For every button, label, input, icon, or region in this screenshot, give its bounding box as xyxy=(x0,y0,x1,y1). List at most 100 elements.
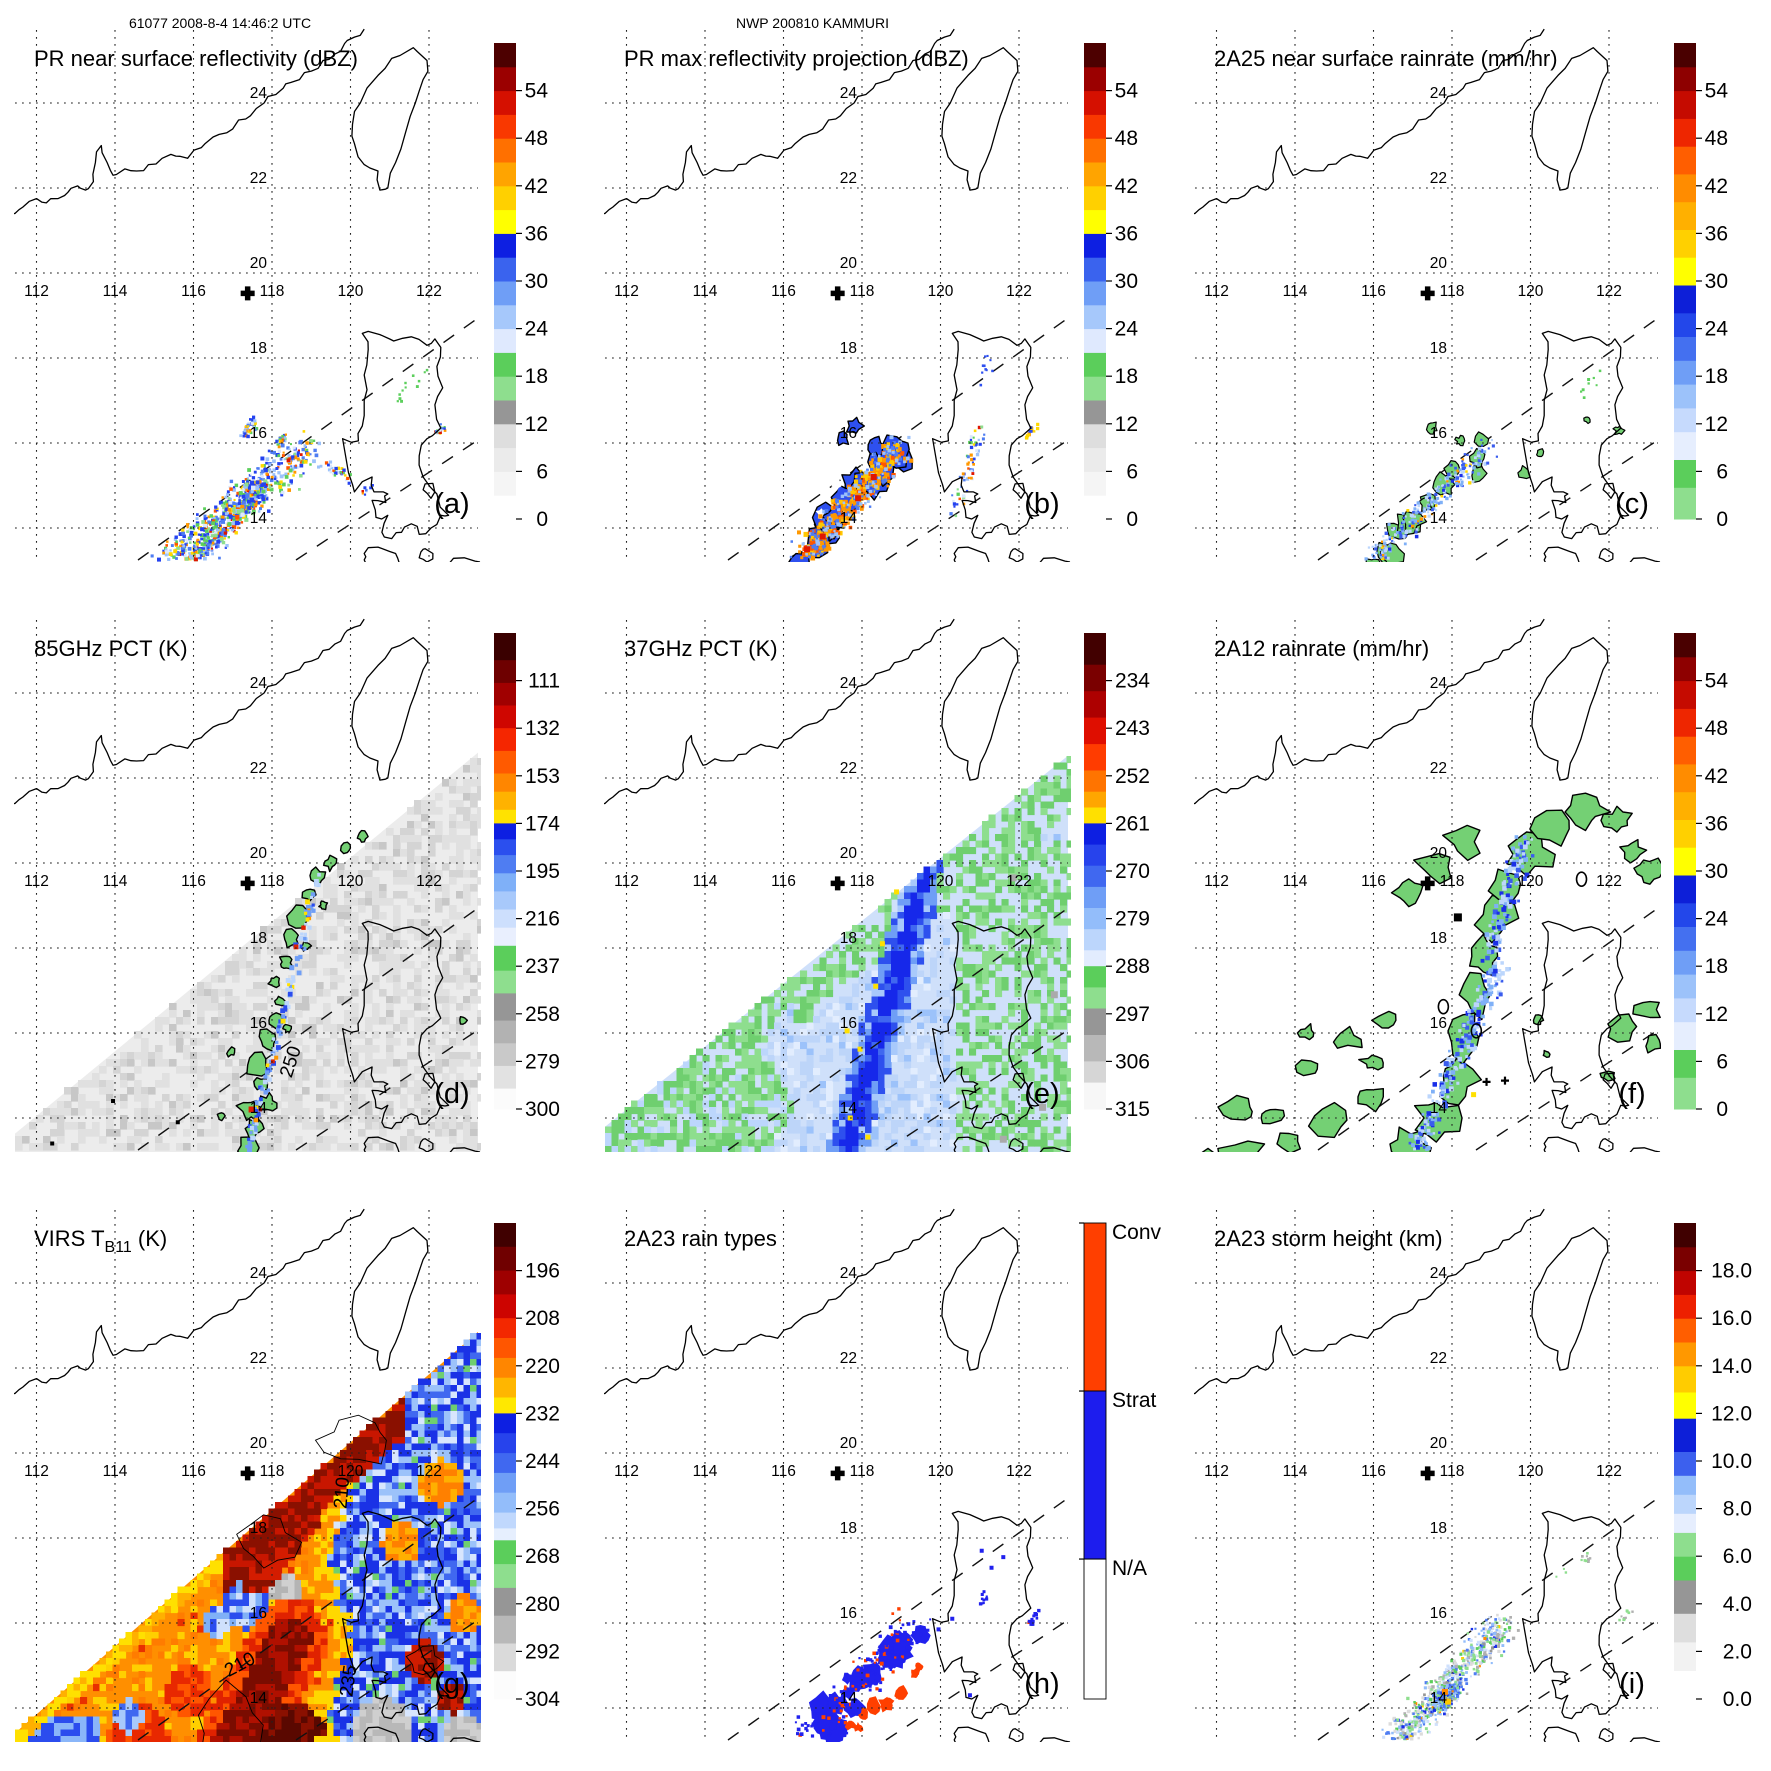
colorbar-tick-label: 270 xyxy=(1115,860,1150,883)
lon-label: 122 xyxy=(416,873,442,890)
lon-label: 120 xyxy=(338,1463,364,1480)
lon-label: 114 xyxy=(1283,873,1308,890)
colorbar-tick-label: 42 xyxy=(1705,765,1728,788)
lon-label: 116 xyxy=(771,1463,796,1480)
lat-label: 20 xyxy=(1430,845,1448,862)
coastlines-h xyxy=(604,1208,1071,1742)
panel-letter-b: (b) xyxy=(1024,488,1059,520)
storm-center-marker xyxy=(240,286,255,301)
colorbar-category-label: Strat xyxy=(1112,1389,1157,1412)
lon-label: 112 xyxy=(614,873,639,890)
colorbar-tick-label: 0 xyxy=(536,508,548,531)
colorbar-tick-label: 36 xyxy=(1115,222,1138,245)
contour-label: 210 xyxy=(330,1476,354,1509)
panel-c: 112 114 116 118 120 122 24 22 20 18 16 14 54 48 42 36 30… xyxy=(1180,0,1771,591)
colorbar-tick-label: 315 xyxy=(1115,1098,1150,1121)
lon-label: 116 xyxy=(1361,1463,1386,1480)
colorbar-a: 54 48 42 36 30 24 18 12 6 0 xyxy=(494,43,548,531)
lon-label: 118 xyxy=(850,283,875,300)
colorbar-tick-label: 0 xyxy=(1126,508,1138,531)
panel-letter-c: (c) xyxy=(1615,488,1649,520)
lat-label: 14 xyxy=(250,1100,268,1117)
lon-label: 114 xyxy=(693,1463,718,1480)
lon-label: 118 xyxy=(850,1463,875,1480)
lon-label: 120 xyxy=(928,873,954,890)
lat-label: 14 xyxy=(840,1690,858,1707)
panel-title-i: 2A23 storm height (km) xyxy=(1214,1226,1443,1251)
map-panel-a: 112 114 116 118 120 1222422201816145448423630… xyxy=(14,28,548,562)
swath-edge-lines xyxy=(1317,1497,1659,1741)
lon-label: 116 xyxy=(1361,873,1386,890)
lat-label: 20 xyxy=(840,845,858,862)
lat-label: 22 xyxy=(250,170,267,187)
axis-labels-f: 112 114 116 118 120 122 24 22 20 18 16 14 xyxy=(1204,675,1622,1117)
lat-label: 14 xyxy=(840,510,858,527)
gridlines-g xyxy=(15,1210,478,1740)
lat-label: 22 xyxy=(250,1350,267,1367)
lon-label: 112 xyxy=(1204,1463,1229,1480)
colorbar-tick-label: 24 xyxy=(1705,908,1729,931)
coastlines-e xyxy=(604,618,1071,1152)
lat-label: 18 xyxy=(1430,340,1447,357)
data-field-i xyxy=(1317,1497,1659,1741)
colorbar-d: 111 132 153 174 195 216 237 258 279 300 xyxy=(494,633,560,1121)
lat-label: 22 xyxy=(840,760,857,777)
panel-b: 112 114 116 118 120 122 24 22 20 18 16 14 54 48 42 36 30… xyxy=(590,0,1181,591)
colorbar-tick-label: 6.0 xyxy=(1723,1545,1752,1568)
lon-label: 114 xyxy=(1283,283,1308,300)
colorbar-tick-label: 111 xyxy=(528,670,560,693)
storm-center-marker xyxy=(830,286,845,301)
data-field-e xyxy=(605,755,1071,1152)
colorbar-tick-label: 6 xyxy=(1716,460,1728,483)
panel-letter-h: (h) xyxy=(1024,1668,1059,1700)
lon-label: 114 xyxy=(1283,1463,1308,1480)
panel-letter-f: (f) xyxy=(1618,1078,1645,1110)
colorbar-tick-label: 6 xyxy=(536,460,548,483)
colorbar-tick-label: 195 xyxy=(525,860,560,883)
colorbar-tick-label: 12 xyxy=(1705,413,1728,436)
colorbar-tick-label: 243 xyxy=(1115,717,1150,740)
panel-title-d: 85GHz PCT (K) xyxy=(34,636,188,661)
colorbar-tick-label: 268 xyxy=(525,1545,560,1568)
colorbar-tick-label: 12 xyxy=(1705,1003,1728,1026)
lon-label: 112 xyxy=(1204,283,1229,300)
lon-label: 118 xyxy=(260,283,285,300)
coastlines-c xyxy=(1194,28,1661,562)
lon-label: 118 xyxy=(260,873,285,890)
storm-center-marker xyxy=(240,876,255,891)
lat-label: 20 xyxy=(250,255,268,272)
gridlines-b xyxy=(605,30,1068,560)
colorbar-tick-label: 18 xyxy=(1705,955,1728,978)
lon-label: 116 xyxy=(771,873,796,890)
colorbar-tick-label: 244 xyxy=(525,1450,560,1473)
lon-label: 114 xyxy=(103,1463,128,1480)
lon-label: 120 xyxy=(928,283,954,300)
colorbar-tick-label: 48 xyxy=(525,127,548,150)
colorbar-tick-label: 234 xyxy=(1115,670,1150,693)
colorbar-tick-label: 304 xyxy=(525,1688,560,1711)
panel-letter-i: (i) xyxy=(1619,1668,1645,1700)
colorbar-tick-label: 12 xyxy=(1115,413,1138,436)
coastlines-b xyxy=(604,28,1071,562)
map-panel-f: 112 114 116 118 120 1222422201816145448423630… xyxy=(1194,618,1729,1152)
swath-edge-lines xyxy=(137,907,479,1151)
colorbar-tick-label: 4.0 xyxy=(1723,1593,1752,1616)
colorbar-tick-label: 30 xyxy=(1705,270,1728,293)
colorbar-tick-label: 36 xyxy=(1705,222,1728,245)
lat-label: 20 xyxy=(840,1435,858,1452)
lon-label: 122 xyxy=(1596,1463,1622,1480)
lat-label: 16 xyxy=(250,1605,267,1622)
colorbar-tick-label: 297 xyxy=(1115,1003,1150,1026)
axis-labels-g: 112 114 116 118 120 122 24 22 20 18 16 14 xyxy=(24,1265,442,1707)
lon-label: 118 xyxy=(1440,873,1465,890)
coastlines-i xyxy=(1194,1208,1661,1742)
storm-center-marker xyxy=(1420,1466,1435,1481)
axis-labels-b: 112 114 116 118 120 122 24 22 20 18 16 14 xyxy=(614,85,1032,527)
gridlines-h xyxy=(605,1210,1068,1740)
lon-label: 118 xyxy=(1440,1463,1465,1480)
colorbar-tick-label: 42 xyxy=(1705,175,1728,198)
colorbar-tick-label: 300 xyxy=(525,1098,560,1121)
map-panel-e: 112 114 116 118 120 1222422201816142342432522… xyxy=(604,618,1150,1152)
lon-label: 120 xyxy=(338,283,364,300)
